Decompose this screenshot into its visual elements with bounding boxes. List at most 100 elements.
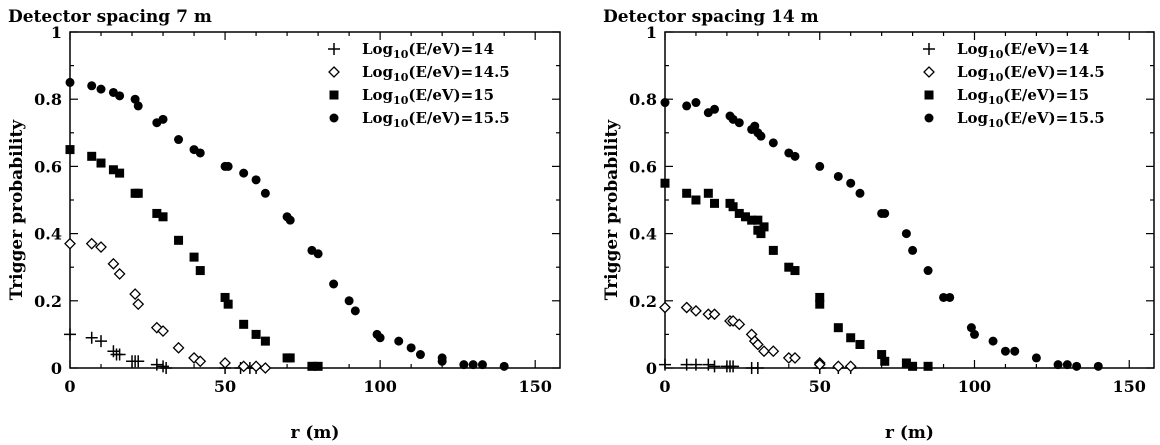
data-point [680, 301, 693, 314]
y-tick-label: 0.2 [629, 292, 657, 311]
legend-marker [923, 43, 935, 55]
data-point [195, 148, 205, 158]
legend-label: Log10(E/eV)=15.5 [362, 109, 510, 130]
data-point [260, 188, 270, 198]
data-point [188, 352, 200, 364]
data-point [689, 358, 702, 371]
legend-marker [329, 90, 339, 100]
data-point [833, 171, 843, 181]
data-point [313, 249, 323, 259]
legend-label: Log10(E/eV)=15 [957, 86, 1089, 107]
data-point [219, 357, 231, 369]
data-point [1072, 361, 1082, 371]
data-point [855, 188, 865, 198]
x-tick-label: 0 [64, 377, 75, 396]
data-point [157, 360, 170, 373]
x-axis-label: r (m) [885, 423, 934, 443]
series-circle [660, 98, 1103, 371]
y-tick-label: 0.4 [34, 225, 62, 244]
data-point [65, 145, 75, 155]
y-tick-label: 0 [646, 359, 657, 378]
data-point [251, 329, 261, 339]
data-point [880, 208, 890, 218]
data-point [758, 345, 770, 358]
data-point [108, 165, 118, 175]
y-tick-label: 0.6 [629, 157, 657, 176]
data-point [95, 241, 107, 253]
data-point [945, 292, 955, 302]
data-point [107, 345, 120, 358]
data-point [708, 308, 721, 321]
data-point [908, 361, 918, 371]
data-point [756, 229, 766, 239]
data-point [129, 288, 142, 300]
data-point [753, 215, 763, 225]
data-point [65, 77, 75, 87]
legend-marker [923, 66, 935, 78]
data-point [87, 151, 97, 161]
legend-marker [329, 113, 339, 123]
data-point [189, 252, 199, 262]
data-point [813, 358, 826, 371]
data-point [96, 158, 106, 168]
data-point [833, 323, 843, 333]
data-point [477, 360, 487, 370]
data-point [394, 336, 404, 346]
data-point [750, 121, 760, 131]
legend-marker [924, 113, 934, 123]
x-tick-label: 150 [1113, 377, 1146, 396]
data-point [115, 168, 125, 178]
legend-marker [328, 66, 340, 78]
data-point [499, 361, 509, 371]
y-tick-label: 1 [646, 23, 657, 42]
data-point [659, 358, 671, 371]
y-axis-label: Trigger probability [7, 119, 27, 300]
plot-frame [664, 31, 1155, 369]
data-point [966, 323, 976, 333]
series-plus [659, 358, 857, 374]
data-point [846, 178, 856, 188]
data-point [251, 175, 261, 185]
data-point [877, 350, 887, 360]
data-point [708, 360, 721, 373]
legend-label: Log10(E/eV)=15 [362, 86, 494, 107]
data-point [939, 292, 949, 302]
data-point [220, 292, 230, 302]
legend-label: Log10(E/eV)=14 [957, 40, 1089, 61]
x-tick-label: 50 [809, 377, 831, 396]
data-point [85, 331, 98, 344]
data-point [133, 101, 143, 111]
data-point [923, 266, 933, 276]
data-point [734, 208, 744, 218]
data-point [64, 237, 76, 250]
x-tick-label: 100 [958, 377, 991, 396]
chart-panel-1: Detector spacing 7 m 0 50 100 150 0 0.2 0.4 0.6 0… [7, 7, 561, 443]
data-point [815, 299, 825, 309]
data-point [344, 296, 354, 306]
data-point [710, 104, 720, 114]
data-point [195, 266, 205, 276]
y-tick-label: 0.2 [34, 292, 62, 311]
data-point [846, 333, 856, 343]
data-point [768, 245, 778, 255]
legend-label: Log10(E/eV)=14.5 [957, 63, 1105, 84]
x-tick-label: 50 [214, 377, 236, 396]
legend-marker [328, 43, 340, 55]
data-point [160, 362, 173, 374]
data-point [682, 101, 692, 111]
data-point [682, 188, 692, 198]
data-point [784, 262, 794, 272]
series-diamond [64, 237, 272, 374]
data-point [660, 98, 670, 108]
data-point [113, 268, 126, 280]
data-point [223, 161, 233, 171]
y-tick-label: 0 [51, 359, 62, 378]
data-point [194, 355, 207, 368]
data-point [260, 336, 270, 346]
data-point [259, 362, 272, 374]
data-point [1031, 353, 1041, 363]
data-point [329, 279, 339, 289]
data-point [751, 362, 764, 374]
data-point [727, 360, 740, 373]
legend-label: Log10(E/eV)=14 [362, 40, 494, 61]
